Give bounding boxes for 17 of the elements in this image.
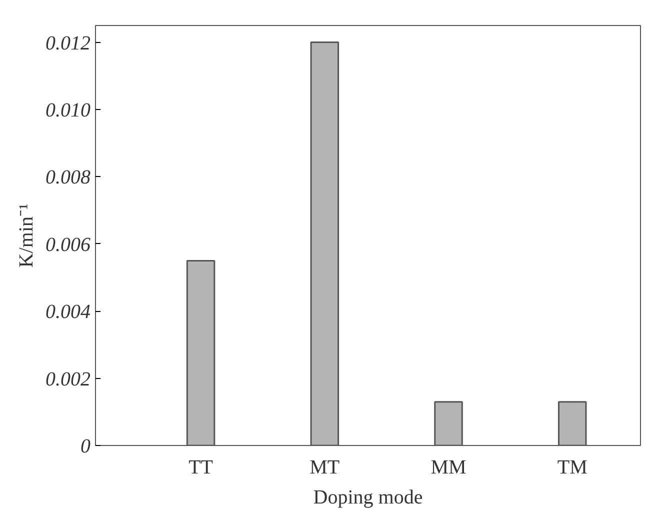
bar <box>434 401 463 446</box>
x-tick-label: TT <box>188 456 214 478</box>
x-axis-title: Doping mode <box>313 486 423 508</box>
y-tick-label: 0.008 <box>46 166 90 189</box>
x-tick-label: MT <box>310 456 340 478</box>
y-tick-label: 0.012 <box>46 32 90 54</box>
y-tick-label: 0.006 <box>46 234 90 256</box>
y-tick-label: 0.010 <box>46 100 90 122</box>
y-tick-label: 0 <box>80 436 90 458</box>
y-tick-label: 0.004 <box>46 301 90 324</box>
y-axis-title: K/min⁻¹ <box>16 203 38 268</box>
bar <box>310 42 340 446</box>
bar <box>186 260 216 446</box>
bar <box>558 401 587 446</box>
x-tick-label: MM <box>430 456 467 478</box>
x-tick-label: TM <box>557 456 588 478</box>
y-tick-label: 0.002 <box>46 368 90 390</box>
